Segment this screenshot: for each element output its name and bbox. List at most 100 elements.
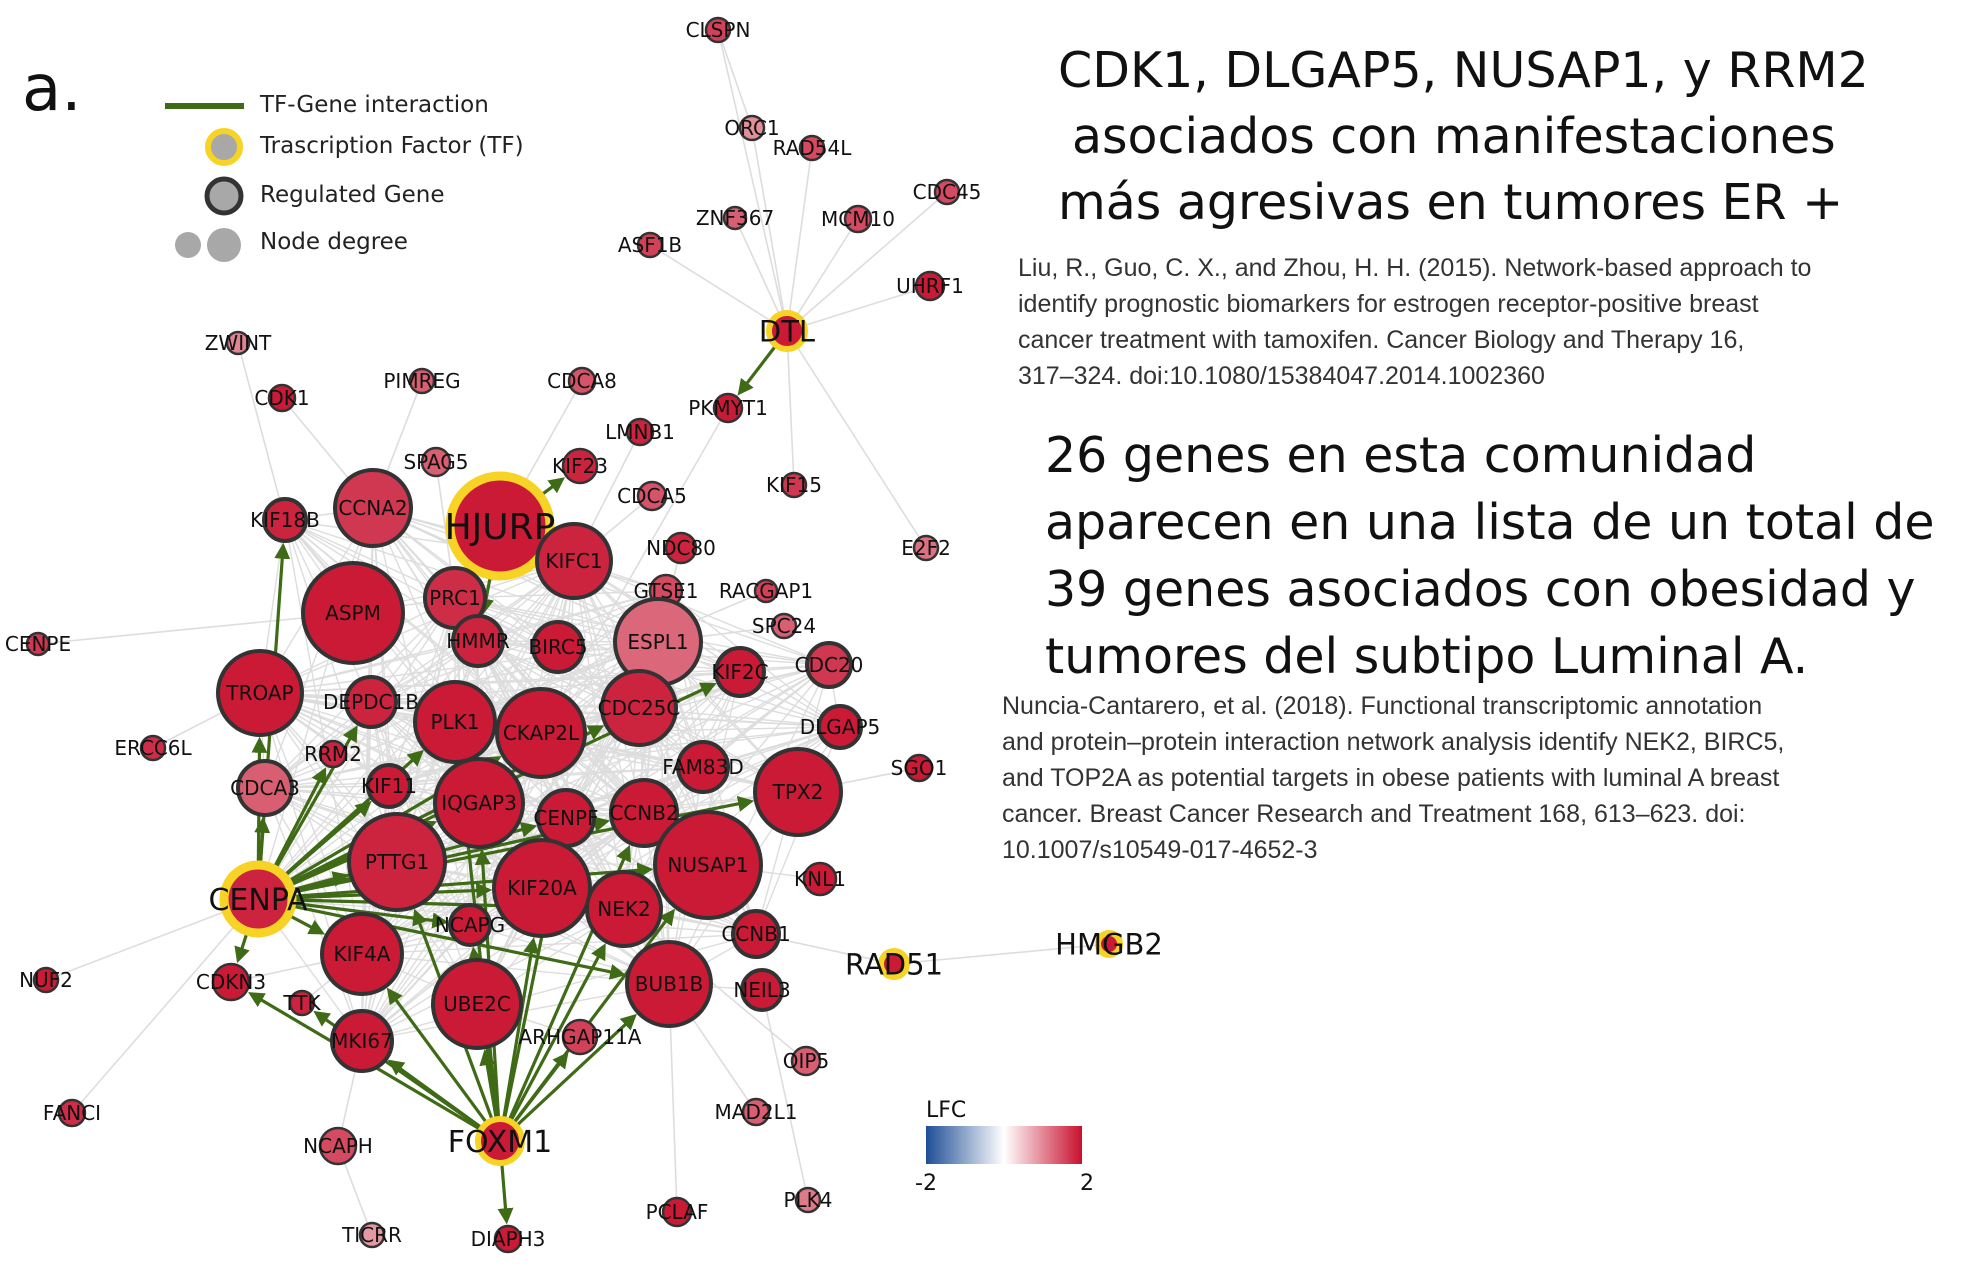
tf-gene-edge [234, 932, 250, 964]
headline-biomarkers-line: más agresivas en tumores ER + [1058, 174, 1844, 231]
node-fam83d: FAM83D [662, 740, 744, 794]
node-kif2c: KIF2C [711, 646, 769, 698]
gene-edge [361, 933, 757, 955]
node-pclaf-circle [661, 1196, 693, 1228]
tf-gene-edge [509, 943, 606, 1121]
headline-biomarkers-line: asociados con manifestaciones [1072, 108, 1836, 165]
node-hmmr-label: HMMR [446, 629, 510, 653]
node-sgo1-label: SGO1 [891, 756, 948, 780]
node-spag5-circle [420, 446, 452, 478]
node-depdc1b-circle [344, 675, 398, 729]
node-cenpa: CENPA [208, 860, 308, 938]
node-cdc45-label: CDC45 [913, 180, 982, 204]
gene-edge [649, 244, 788, 332]
node-pttg1-label: PTTG1 [365, 850, 429, 874]
node-pimreg-label: PIMREG [383, 369, 460, 393]
node-birc5-label: BIRC5 [528, 635, 587, 659]
node-zwint: ZWINT [205, 330, 272, 356]
node-spag5: SPAG5 [403, 446, 469, 478]
node-rad51: RAD51 [845, 947, 943, 981]
node-plk1-circle [413, 680, 497, 764]
node-sgo1: SGO1 [891, 753, 948, 783]
node-ube2c: UBE2C [431, 958, 523, 1050]
node-kif18b-label: KIF18B [250, 508, 320, 532]
node-troap-label: TROAP [225, 681, 293, 705]
node-spc24-circle [770, 612, 798, 640]
gene-edge [237, 342, 286, 521]
node-foxm1: FOXM1 [448, 1116, 552, 1166]
citation-line: Nuncia-Cantarero, et al. (2018). Functio… [1002, 692, 1763, 720]
node-cdc20-circle [805, 641, 853, 689]
node-cdca8: CDCA8 [547, 366, 617, 396]
node-ncaph: NCAPH [303, 1126, 373, 1166]
node-hjurp-label: HJURP [445, 507, 556, 548]
citation-line: 317–324. doi:10.1080/15384047.2014.10023… [1018, 362, 1545, 390]
node-neil3-circle [740, 968, 784, 1012]
node-ncapg-label: NCAPG [435, 913, 505, 937]
node-arhgap11a-circle [561, 1018, 599, 1056]
node-kif15-circle [780, 471, 808, 499]
node-cdca8-label: CDCA8 [547, 369, 617, 393]
node-cdc25c-circle [600, 669, 678, 747]
node-kif20a-label: KIF20A [507, 876, 577, 900]
node-racgap1-label: RACGAP1 [719, 579, 813, 603]
gene-edge [668, 664, 830, 985]
node-diaph3: DIAPH3 [471, 1224, 545, 1254]
node-dtl-circle [766, 310, 808, 352]
node-kif23-label: KIF23 [552, 454, 608, 478]
node-prc1-label: PRC1 [429, 586, 481, 610]
node-hjurp: HJURP [445, 471, 556, 581]
node-orc1-circle [738, 114, 766, 142]
headline-biomarkers: CDK1, DLGAP5, NUSAP1, y RRM2 asociados c… [1058, 38, 1869, 236]
gene-edge [786, 218, 859, 332]
node-aspm: ASPM [301, 561, 405, 665]
node-pclaf: PCLAF [646, 1196, 708, 1228]
tf-gene-edge [516, 1013, 637, 1126]
node-rad54l-label: RAD54L [773, 136, 853, 160]
gene-edge [37, 612, 354, 645]
node-hjurp-circle [445, 471, 555, 581]
node-cdc45: CDC45 [913, 178, 982, 206]
node-tpx2-circle [753, 747, 843, 837]
node-racgap1: RACGAP1 [719, 578, 813, 604]
node-rad54l: RAD54L [773, 134, 853, 162]
node-lmnb1-circle [625, 417, 655, 447]
node-znf367: ZNF367 [696, 205, 774, 231]
node-ttk: TTK [282, 989, 321, 1017]
node-depdc1b-label: DEPDC1B [323, 690, 419, 714]
node-clspn-label: CLSPN [686, 18, 751, 42]
node-fanci: FANCI [43, 1098, 101, 1128]
node-ube2c-label: UBE2C [443, 992, 511, 1016]
tf-gene-edge [540, 477, 565, 497]
gene-edge [454, 590, 767, 723]
tf-gene-edge [284, 800, 372, 877]
tf-gene-edge [502, 937, 540, 1118]
node-nusap1: NUSAP1 [653, 810, 763, 920]
citation-line: identify prognostic biomarkers for estro… [1018, 290, 1759, 318]
node-uhrf1: UHRF1 [896, 270, 964, 302]
node-cdkn3: CDKN3 [196, 962, 266, 1002]
node-pkmyt1: PKMYT1 [688, 392, 768, 424]
node-clspn-circle [704, 16, 732, 44]
node-hmmr-circle [451, 614, 505, 668]
node-fam83d-circle [676, 740, 730, 794]
node-hmgb2-label: HMGB2 [1055, 927, 1163, 961]
node-ercc6l-label: ERCC6L [114, 736, 192, 760]
gene-edge [717, 29, 788, 332]
node-ckap2l-circle [495, 687, 587, 779]
node-spc24: SPC24 [752, 612, 816, 640]
node-ndc80-label: NDC80 [646, 536, 716, 560]
node-kif18b-circle [262, 497, 308, 543]
node-kifc1-label: KIFC1 [545, 549, 602, 573]
lfc-colorbar-gradient [926, 1126, 1082, 1164]
node-fanci-label: FANCI [43, 1101, 101, 1125]
gene-edge [717, 29, 753, 129]
node-mad2l1-circle [741, 1097, 771, 1127]
node-ncapg-circle [448, 903, 492, 947]
node-cdc20-label: CDC20 [795, 653, 864, 677]
gene-edge [786, 330, 927, 549]
node-ccnb2-circle [609, 778, 679, 848]
node-spag5-label: SPAG5 [403, 450, 468, 474]
node-espl1-label: ESPL1 [627, 630, 688, 654]
lfc-colorbar-min: -2 [915, 1171, 937, 1196]
